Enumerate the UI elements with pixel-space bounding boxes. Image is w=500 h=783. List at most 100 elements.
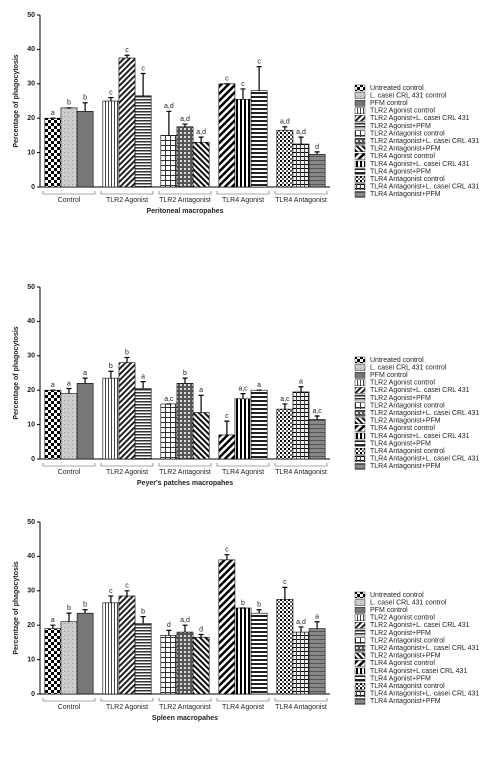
group-label: Control bbox=[58, 197, 81, 204]
y-axis-title: Percentage of phagocytosis bbox=[13, 54, 20, 147]
error-bar bbox=[108, 370, 114, 379]
bar bbox=[60, 621, 78, 695]
y-tick-label: 50 bbox=[27, 284, 35, 291]
bar bbox=[134, 95, 152, 188]
significance-label: b bbox=[183, 370, 187, 377]
legend-label: TLR2 Agonist control bbox=[370, 380, 435, 387]
error-bar bbox=[140, 72, 146, 96]
bar bbox=[250, 389, 268, 460]
legend-label: TLR4 Antagonist+L. casei CRL 431 bbox=[370, 456, 479, 463]
y-tick-label: 30 bbox=[27, 353, 35, 360]
significance-label: a,d bbox=[164, 103, 174, 110]
legend-label: TLR4 Antagonist+PFM bbox=[370, 698, 441, 705]
error-bar bbox=[124, 590, 130, 596]
group-bracket bbox=[216, 698, 270, 702]
legend-swatch bbox=[354, 440, 366, 447]
error-bar bbox=[82, 377, 88, 384]
legend-label: L. casei CRL 431 control bbox=[370, 92, 447, 99]
y-tick-label: 10 bbox=[27, 149, 35, 156]
legend-swatch bbox=[354, 371, 366, 379]
significance-label: c bbox=[225, 76, 229, 83]
error-bar bbox=[82, 609, 88, 614]
legend-label: TLR4 Antagonist+PFM bbox=[370, 191, 441, 198]
group-bracket bbox=[158, 191, 212, 195]
bar bbox=[76, 612, 94, 695]
y-tick-label: 20 bbox=[27, 622, 35, 629]
group-bracket bbox=[216, 191, 270, 195]
error-bar bbox=[282, 586, 288, 600]
significance-label: a,d bbox=[280, 119, 290, 126]
significance-label: c bbox=[257, 58, 261, 65]
bar bbox=[192, 412, 210, 460]
significance-label: c bbox=[225, 547, 229, 554]
group-label: TLR4 Antagonist bbox=[275, 704, 327, 711]
y-tick-label: 0 bbox=[31, 691, 35, 698]
legend-swatch bbox=[354, 606, 366, 614]
legend-swatch bbox=[354, 432, 366, 440]
error-bar bbox=[166, 629, 172, 636]
legend-label: TLR4 Agonist+PFM bbox=[370, 675, 431, 682]
group-label: Control bbox=[58, 469, 81, 476]
legend-label: TLR4 Agonist control bbox=[370, 425, 435, 432]
significance-label: b bbox=[67, 605, 71, 612]
bar bbox=[234, 98, 252, 188]
significance-label: a,c bbox=[164, 396, 174, 403]
error-bar bbox=[166, 110, 172, 136]
legend-swatch bbox=[354, 168, 366, 175]
y-tick-label: 40 bbox=[27, 318, 35, 325]
legend-swatch bbox=[354, 191, 366, 198]
significance-label: a bbox=[141, 373, 145, 380]
legend-label: TLR4 Antagonist control bbox=[370, 448, 445, 455]
legend-swatch bbox=[354, 130, 366, 137]
error-bar bbox=[240, 88, 246, 100]
error-bar bbox=[198, 633, 204, 638]
legend-swatch bbox=[354, 84, 366, 92]
legend-label: PFM control bbox=[370, 607, 408, 614]
chart-panel: 0 10 20 30 40 50 Percentage of phagocytosis a b b… bbox=[13, 12, 480, 215]
significance-label: b bbox=[67, 100, 71, 107]
legend-label: TLR2 Antagonist control bbox=[370, 637, 445, 644]
bar bbox=[60, 393, 78, 460]
y-tick-label: 40 bbox=[27, 46, 35, 53]
error-bar bbox=[182, 624, 188, 633]
bar bbox=[44, 628, 62, 695]
error-bar bbox=[182, 377, 188, 384]
error-bar bbox=[256, 66, 262, 91]
significance-label: d bbox=[167, 622, 171, 629]
bar bbox=[276, 129, 294, 188]
group-label: TLR2 Antagonist bbox=[159, 704, 211, 711]
bar bbox=[192, 636, 210, 695]
bar bbox=[234, 398, 252, 460]
legend-swatch bbox=[354, 153, 366, 160]
bar bbox=[102, 602, 120, 695]
significance-label: d bbox=[199, 626, 203, 633]
error-bar bbox=[298, 626, 304, 633]
y-tick-label: 50 bbox=[27, 12, 35, 19]
bar bbox=[134, 623, 152, 695]
bar bbox=[76, 383, 94, 460]
error-bar bbox=[140, 616, 146, 624]
legend-label: Untreated control bbox=[370, 85, 424, 92]
legend-label: TLR2 Agonist+PFM bbox=[370, 395, 431, 402]
legend-label: TLR2 Agonist control bbox=[370, 615, 435, 622]
bar bbox=[292, 391, 310, 460]
significance-label: a,c bbox=[312, 408, 322, 415]
legend-swatch bbox=[354, 637, 366, 644]
group-label: TLR4 Agonist bbox=[222, 469, 264, 476]
significance-label: c bbox=[141, 65, 145, 72]
y-tick-label: 40 bbox=[27, 553, 35, 560]
legend-swatch bbox=[354, 175, 366, 183]
group-bracket bbox=[274, 463, 328, 467]
significance-label: a bbox=[67, 380, 71, 387]
bar bbox=[134, 388, 152, 460]
significance-label: a bbox=[315, 614, 319, 621]
bar bbox=[118, 57, 136, 188]
bar bbox=[76, 111, 94, 188]
error-bar bbox=[140, 381, 146, 389]
x-axis-title: Spleen macropahes bbox=[152, 715, 218, 722]
legend-label: Untreated control bbox=[370, 592, 424, 599]
bar bbox=[308, 154, 326, 188]
legend-label: Untreated control bbox=[370, 357, 424, 364]
bar bbox=[250, 90, 268, 188]
error-bar bbox=[256, 609, 262, 614]
